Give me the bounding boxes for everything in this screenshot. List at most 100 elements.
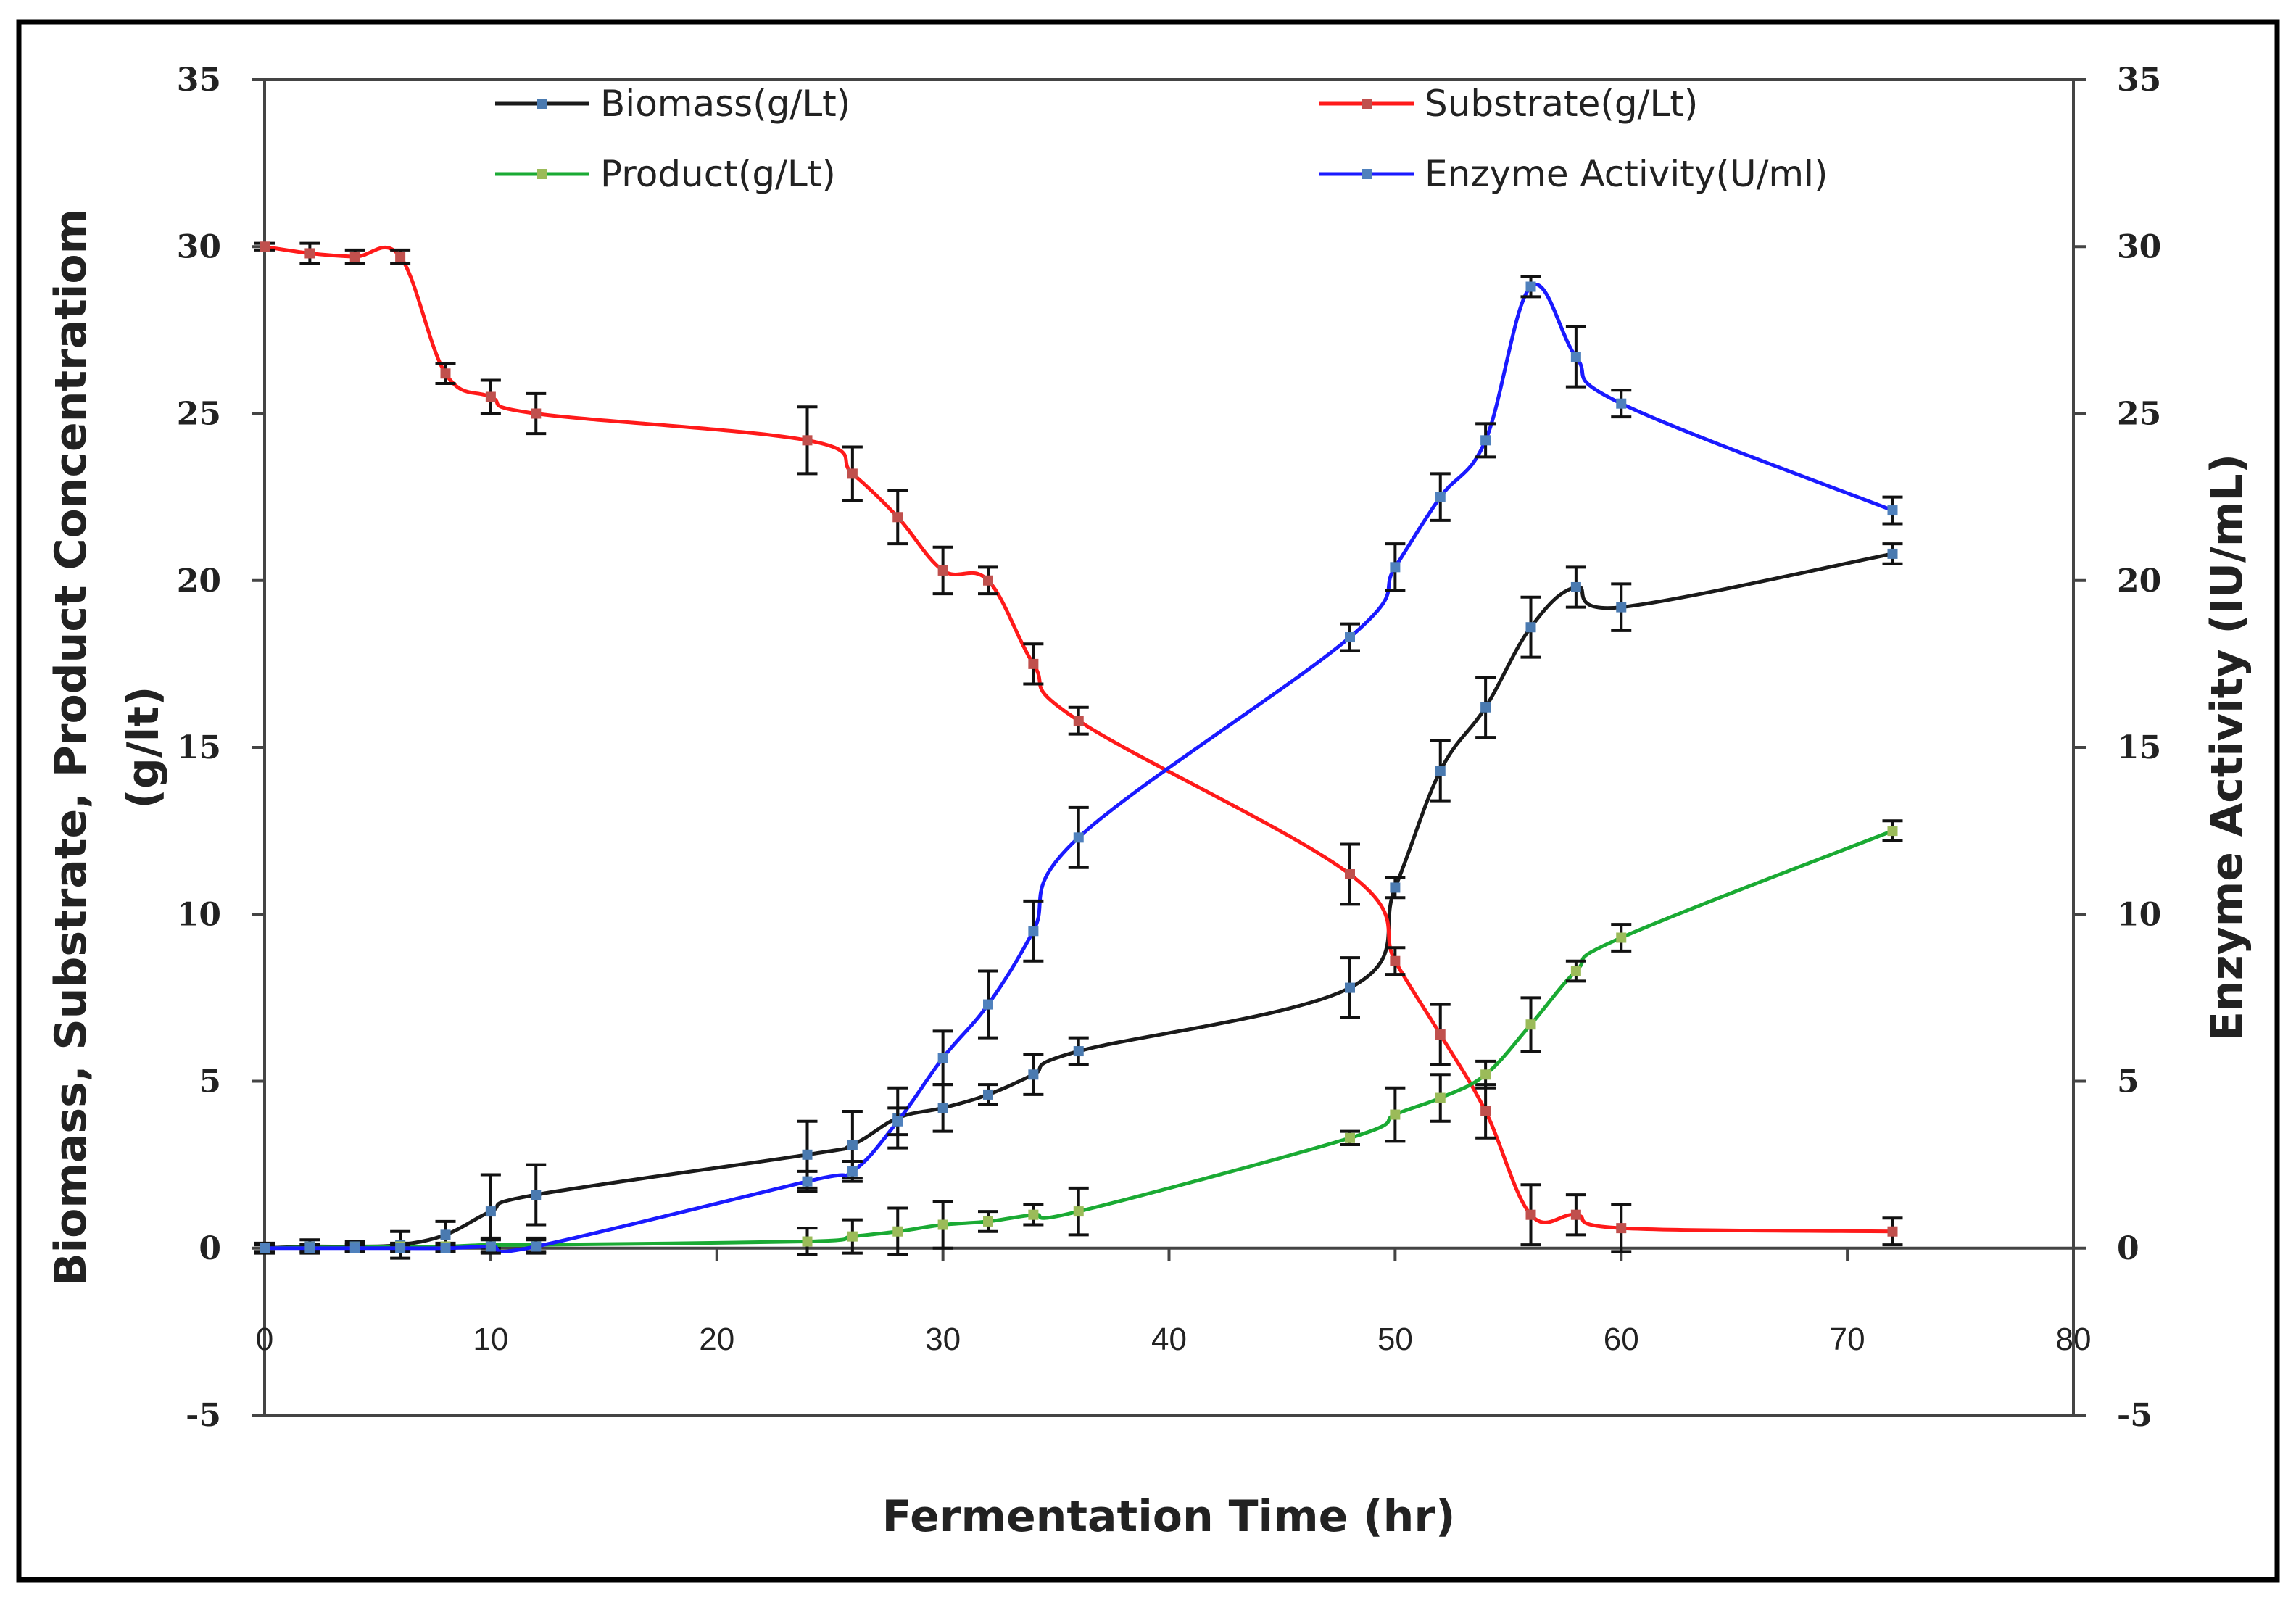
data-point <box>892 1116 903 1127</box>
series-substrate-g-lt <box>254 241 1903 1253</box>
data-point <box>1073 716 1084 726</box>
data-point <box>349 1243 360 1253</box>
y-tick-label: 30 <box>177 228 221 265</box>
data-point <box>531 408 542 419</box>
data-point <box>1390 562 1401 573</box>
y2-tick-label: 15 <box>2117 729 2161 766</box>
legend-item-enzyme-activity-u-ml: Enzyme Activity(U/ml) <box>1319 153 1828 195</box>
y-tick-label: -5 <box>186 1397 221 1434</box>
y2-tick-label: 25 <box>2117 396 2161 433</box>
y-tick-label: 5 <box>199 1063 221 1100</box>
data-point <box>983 575 993 586</box>
data-point <box>1525 1209 1536 1220</box>
data-point <box>1480 702 1491 713</box>
legend-label: Product(g/Lt) <box>600 153 836 195</box>
data-point <box>1887 548 1898 559</box>
data-point <box>440 1243 451 1253</box>
data-point <box>1028 926 1039 937</box>
data-point <box>983 1216 993 1227</box>
y-axis-title-line2: (g/lt) <box>118 687 169 809</box>
data-point <box>395 1243 406 1253</box>
y-tick-label: 25 <box>177 396 221 433</box>
data-point <box>983 999 993 1010</box>
legend-marker <box>1362 99 1372 109</box>
data-point <box>1028 1069 1039 1080</box>
legend-label: Substrate(g/Lt) <box>1425 83 1698 125</box>
y-tick-label: 15 <box>177 729 221 766</box>
data-point <box>349 252 360 262</box>
data-point <box>1616 602 1627 613</box>
data-point <box>892 512 903 523</box>
data-point <box>892 1226 903 1237</box>
legend-marker <box>537 169 547 179</box>
data-point <box>1480 435 1491 446</box>
data-point <box>531 1241 542 1252</box>
data-point <box>1028 1209 1039 1220</box>
data-point <box>1390 882 1401 893</box>
data-point <box>1435 1092 1446 1103</box>
data-point <box>1073 1046 1084 1057</box>
data-point <box>1345 982 1355 993</box>
y2-tick-label: 0 <box>2117 1230 2139 1267</box>
plot-area <box>263 78 2075 1417</box>
data-point <box>1570 1209 1581 1220</box>
data-point <box>304 1243 315 1253</box>
y2-tick-label: 10 <box>2117 896 2161 933</box>
data-point <box>937 1219 948 1230</box>
y-axis-title-line1: Biomass, Substrate, Product Concentratio… <box>46 209 96 1286</box>
legend-marker <box>537 99 547 109</box>
data-point <box>1028 658 1039 669</box>
data-point <box>847 1139 858 1150</box>
y2-tick-label: -5 <box>2117 1397 2152 1434</box>
y-tick-label: 0 <box>199 1230 221 1267</box>
data-point <box>1073 1206 1084 1217</box>
outer-border <box>16 19 2280 1583</box>
legend-item-product-g-lt: Product(g/Lt) <box>495 153 836 195</box>
data-point <box>1345 1132 1355 1143</box>
data-point <box>395 252 406 262</box>
x-tick-label: 10 <box>473 1322 508 1357</box>
data-point <box>847 1166 858 1177</box>
data-point <box>1435 766 1446 776</box>
data-point <box>485 1241 496 1252</box>
data-point <box>1525 622 1536 633</box>
legend-item-biomass-g-lt: Biomass(g/Lt) <box>495 83 850 125</box>
x-tick-label: 30 <box>925 1322 961 1357</box>
data-point <box>1887 826 1898 837</box>
data-point <box>847 468 858 479</box>
data-point <box>304 248 315 259</box>
series-layer <box>254 241 1903 1260</box>
legend-label: Enzyme Activity(U/ml) <box>1425 153 1828 195</box>
data-point <box>1480 1106 1491 1116</box>
data-point <box>1435 492 1446 502</box>
y2-tick-label: 30 <box>2117 228 2161 265</box>
y2-axis-ticks: -5 0 5 10 15 20 25 30 35 <box>2073 62 2161 1434</box>
data-point <box>1345 868 1355 879</box>
y2-tick-label: 5 <box>2117 1063 2139 1100</box>
data-point <box>1390 1109 1401 1120</box>
data-point <box>802 1236 813 1247</box>
x-tick-label: 70 <box>1830 1322 1865 1357</box>
data-point <box>1345 632 1355 643</box>
data-point <box>983 1089 993 1100</box>
series-enzyme-activity-u-ml <box>254 275 1903 1255</box>
data-point <box>1435 1029 1446 1040</box>
data-point <box>802 1176 813 1187</box>
data-point <box>1616 398 1627 409</box>
data-point <box>485 1206 496 1217</box>
y2-axis-title: Enzyme Activity (IU/mL) <box>2202 454 2253 1041</box>
legend-marker <box>1362 169 1372 179</box>
data-point <box>440 1229 451 1240</box>
y-tick-label: 10 <box>177 896 221 933</box>
data-point <box>1480 1069 1491 1080</box>
data-point <box>260 241 270 252</box>
x-tick-label: 50 <box>1377 1322 1413 1357</box>
x-axis-title: Fermentation Time (hr) <box>882 1491 1456 1542</box>
y-axis-title-group: Biomass, Substrate, Product Concentratio… <box>46 209 169 1286</box>
y2-tick-label: 20 <box>2117 563 2161 600</box>
data-point <box>531 1190 542 1200</box>
x-tick-label: 80 <box>2056 1322 2092 1357</box>
data-point <box>1525 281 1536 292</box>
